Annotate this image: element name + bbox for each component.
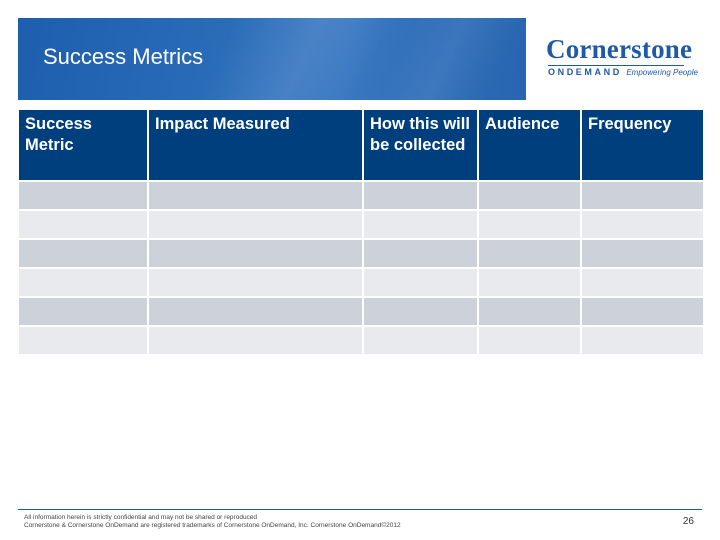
table-row (17, 209, 705, 240)
column-header-impact-measured: Impact Measured (147, 108, 364, 182)
table-row (17, 267, 705, 298)
page-title: Success Metrics (43, 44, 204, 69)
table-cell[interactable] (362, 180, 479, 211)
table-cell[interactable] (477, 180, 582, 211)
table-row (17, 238, 705, 269)
table-cell[interactable] (580, 238, 705, 269)
table-cell[interactable] (362, 238, 479, 269)
table-cell[interactable] (147, 296, 364, 327)
table-cell[interactable] (477, 238, 582, 269)
footer-trademark: Cornerstone & Cornerstone OnDemand are r… (24, 522, 401, 529)
table-cell[interactable] (147, 267, 364, 298)
column-header-collection-method: How this will be collected (362, 108, 479, 182)
column-header-success-metric: Success Metric (17, 108, 149, 182)
page-number: 26 (682, 516, 694, 527)
table-cell[interactable] (580, 296, 705, 327)
table-cell[interactable] (147, 325, 364, 356)
table-header-row: Success Metric Impact Measured How this … (17, 108, 705, 182)
table-cell[interactable] (477, 296, 582, 327)
table-cell[interactable] (17, 325, 149, 356)
table-cell[interactable] (17, 238, 149, 269)
footer-confidentiality: All information herein is strictly confi… (24, 514, 258, 521)
table-cell[interactable] (362, 209, 479, 240)
logo-tagline: Empowering People (626, 68, 698, 77)
table-cell[interactable] (580, 180, 705, 211)
table-cell[interactable] (147, 180, 364, 211)
footer-divider (18, 509, 702, 510)
table-cell[interactable] (477, 267, 582, 298)
logo-wordmark: Cornerstone (546, 34, 693, 64)
table-cell[interactable] (362, 325, 479, 356)
metrics-table: Success Metric Impact Measured How this … (17, 108, 705, 356)
logo-subline: ONDEMAND Empowering People (548, 67, 698, 77)
company-logo: Cornerstone ONDEMAND Empowering People (526, 18, 702, 100)
table-cell[interactable] (17, 209, 149, 240)
table-cell[interactable] (147, 209, 364, 240)
table-cell[interactable] (580, 209, 705, 240)
table-row (17, 180, 705, 211)
table-row (17, 296, 705, 327)
logo-ondemand: ONDEMAND (548, 67, 622, 77)
footer-disclaimer: All information herein is strictly confi… (24, 514, 401, 530)
header-banner: Success Metrics Cornerstone ONDEMAND Emp… (18, 18, 702, 100)
table-cell[interactable] (477, 209, 582, 240)
table-cell[interactable] (147, 238, 364, 269)
table-cell[interactable] (17, 180, 149, 211)
table-cell[interactable] (580, 325, 705, 356)
table-row (17, 325, 705, 356)
table-cell[interactable] (17, 267, 149, 298)
logo-divider (548, 65, 684, 66)
table-cell[interactable] (17, 296, 149, 327)
column-header-audience: Audience (477, 108, 582, 182)
table-cell[interactable] (362, 296, 479, 327)
table-cell[interactable] (362, 267, 479, 298)
table-cell[interactable] (580, 267, 705, 298)
column-header-frequency: Frequency (580, 108, 705, 182)
table-cell[interactable] (477, 325, 582, 356)
